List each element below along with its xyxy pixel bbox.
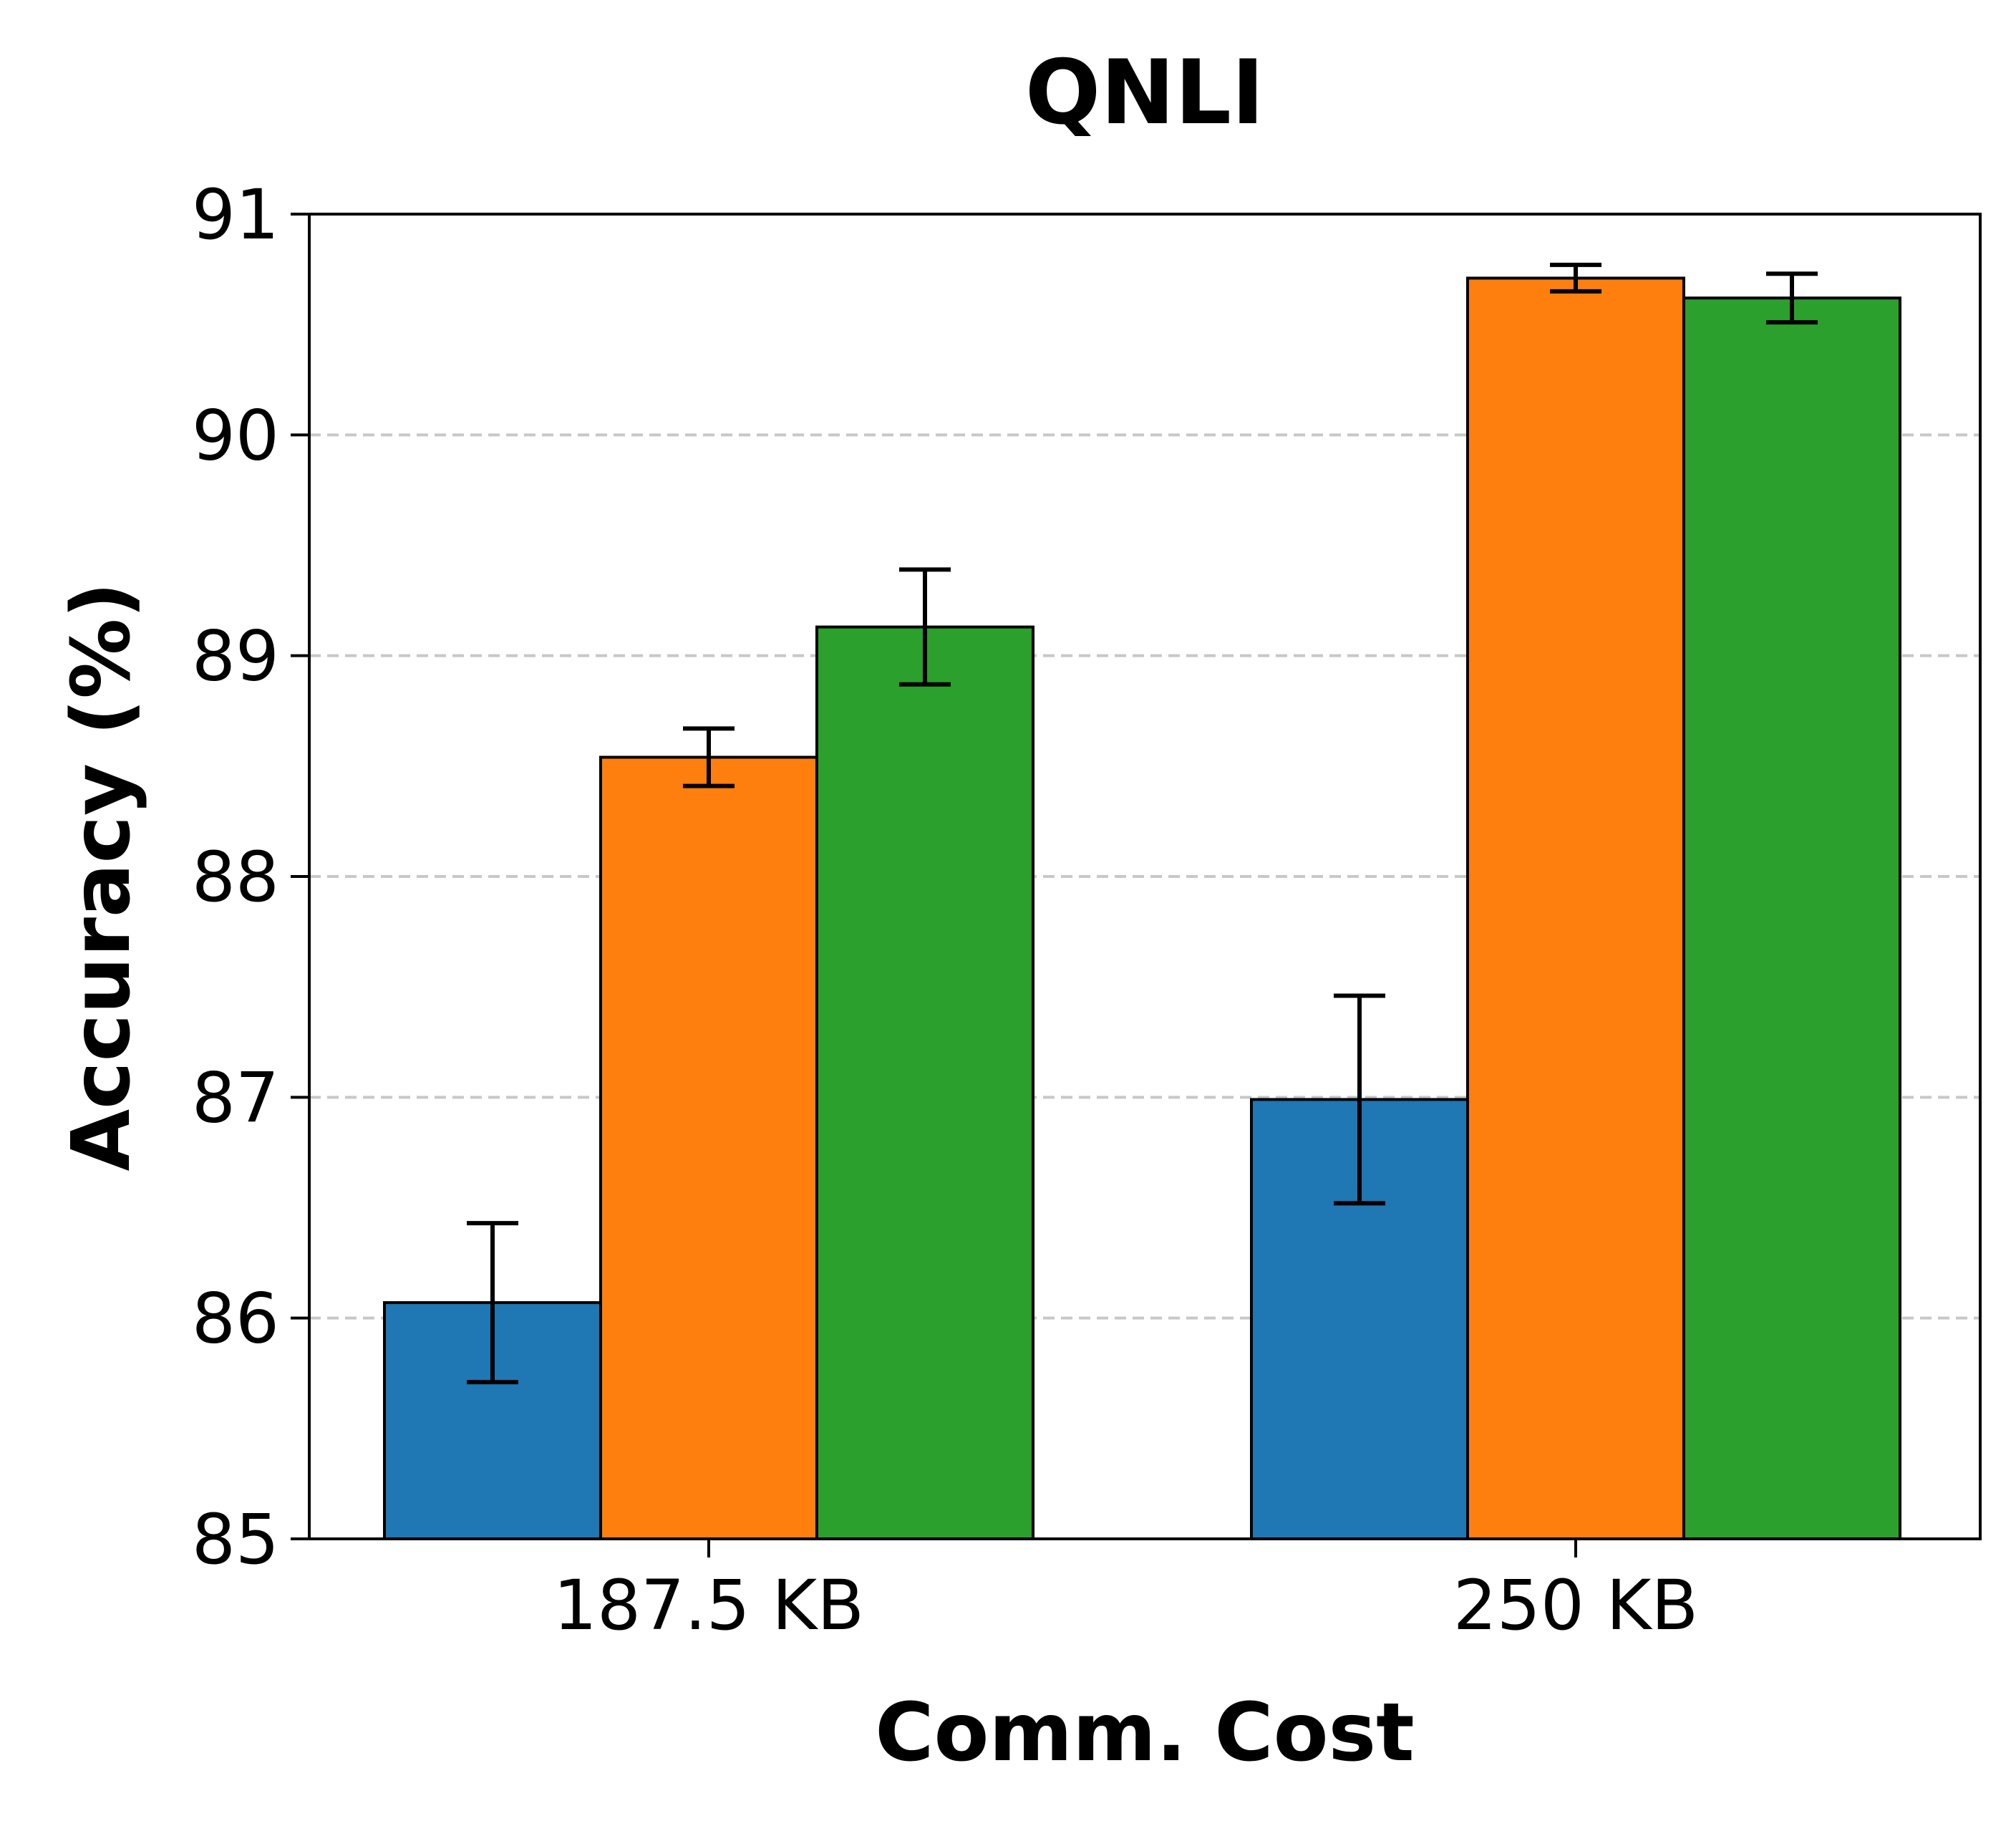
y-tick-label: 90 — [192, 395, 279, 475]
error-bar — [1334, 993, 1385, 1206]
y-tick-label: 86 — [192, 1279, 279, 1359]
chart-title: QNLI — [1025, 42, 1264, 145]
error-bars — [467, 262, 1818, 1385]
x-tick-label: 250 KB — [1453, 1565, 1699, 1646]
bar-s2-187-5-KB — [599, 755, 818, 1540]
y-tick-label: 88 — [192, 837, 279, 917]
x-tick-label: 187.5 KB — [553, 1565, 864, 1646]
bars — [383, 276, 1901, 1541]
bar-s2-250-KB — [1466, 276, 1685, 1541]
y-tick-label: 85 — [192, 1499, 279, 1580]
bar-s3-250-KB — [1682, 296, 1901, 1541]
error-bar — [1550, 262, 1601, 294]
x-axis-label: Comm. Cost — [875, 1686, 1414, 1779]
error-bar — [899, 567, 951, 687]
bar-s3-187-5-KB — [815, 625, 1034, 1540]
error-bar — [1766, 271, 1818, 325]
error-bar — [467, 1221, 518, 1385]
error-bar — [683, 726, 735, 788]
y-axis-label: Accuracy (%) — [55, 582, 148, 1172]
y-tick-label: 89 — [192, 617, 279, 697]
axis-ticks: 85 86 87 88 89 90 91 187.5 KB 250 KB — [192, 175, 1698, 1646]
y-tick-label: 87 — [192, 1058, 279, 1138]
y-tick-label: 91 — [192, 175, 279, 255]
